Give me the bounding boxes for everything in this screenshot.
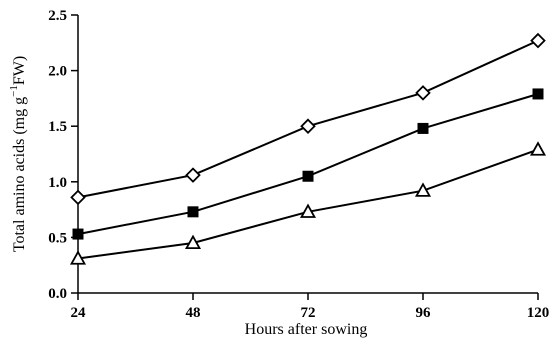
axes — [77, 15, 538, 294]
filled-square-marker — [532, 88, 544, 100]
y-tick-label: 1.0 — [48, 175, 67, 191]
x-tick-label: 24 — [71, 305, 87, 321]
open-triangle-marker — [529, 141, 547, 156]
open-triangle-marker — [69, 250, 87, 265]
y-axis-title: Total amino acids (mg g−1FW) — [8, 56, 28, 252]
open-triangle-marker — [184, 234, 202, 250]
x-tick-label: 96 — [416, 305, 432, 321]
open-triangle-marker — [414, 182, 432, 197]
y-tick-label: 2.0 — [48, 64, 67, 80]
x-tick-label: 48 — [186, 305, 201, 321]
open-diamond-marker — [415, 85, 431, 101]
filled-square-marker — [302, 170, 314, 182]
series-markers — [69, 32, 547, 265]
y-tick-label: 0.0 — [48, 286, 67, 302]
x-axis-title: Hours after sowing — [245, 321, 368, 338]
x-tick-label: 72 — [301, 305, 316, 321]
filled-square-marker — [417, 122, 429, 134]
open-triangle-marker — [299, 203, 317, 218]
y-axis-title-main: Total amino acids (mg g — [11, 97, 28, 252]
y-tick-label: 0.5 — [48, 230, 67, 246]
y-tick-label: 1.5 — [48, 119, 67, 135]
open-diamond-marker — [185, 167, 201, 183]
x-ticks: 24 48 72 96 120 — [71, 293, 550, 321]
y-axis-title-exponent: −1 — [8, 85, 20, 97]
y-axis-title-unit: FW) — [11, 56, 28, 85]
x-tick-label: 120 — [527, 305, 550, 321]
open-diamond-marker — [70, 189, 86, 206]
filled-square-marker — [72, 228, 84, 240]
y-tick-label: 2.5 — [48, 8, 67, 24]
open-diamond-marker — [300, 118, 316, 134]
open-diamond-marker — [530, 32, 546, 49]
y-ticks: 0.0 0.5 1.0 1.5 2.0 2.5 — [48, 8, 78, 302]
series-lines — [77, 39, 539, 260]
filled-square-marker — [187, 206, 199, 218]
